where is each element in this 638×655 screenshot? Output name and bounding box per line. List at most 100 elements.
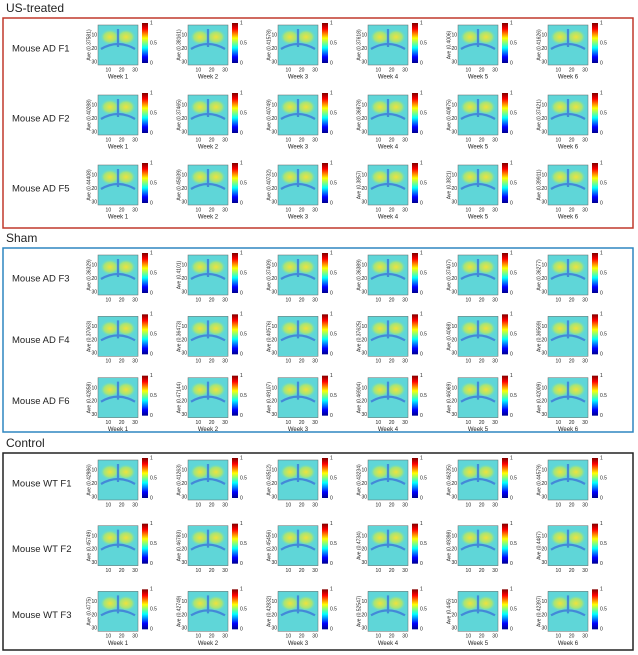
heatmap-region: [280, 381, 300, 398]
x-tick-label: 10: [556, 568, 562, 574]
colorbar-tick-label: 0.5: [510, 40, 517, 46]
y-tick-label: 20: [91, 337, 97, 343]
colorbar: [502, 589, 508, 630]
heatmap-frame: [367, 316, 409, 357]
x-tick-label: 10: [196, 137, 202, 143]
x-tick-label: 30: [222, 207, 228, 213]
ave-label: Ave (0.39911): [536, 169, 542, 200]
heatmap-region: [550, 99, 570, 115]
y-tick-label: 10: [361, 599, 367, 605]
heatmap-frame: [367, 591, 409, 632]
week-label: Week 6: [558, 641, 579, 647]
colorbar: [502, 458, 508, 498]
y-tick-label: 20: [451, 46, 457, 52]
x-tick-label: 10: [376, 207, 382, 213]
week-label: Week 6: [558, 215, 579, 221]
heatmap-panel: [547, 316, 589, 357]
heatmap-region: [460, 464, 480, 480]
colorbar-tick-label: 1: [240, 455, 243, 461]
colorbar: [232, 375, 238, 416]
x-tick-label: 30: [582, 568, 588, 574]
x-tick-label: 20: [569, 420, 575, 426]
week-label: Week 1: [108, 215, 129, 221]
colorbar-tick-label: 1: [240, 160, 243, 166]
colorbar-tick-label: 1: [510, 312, 513, 318]
colorbar-tick-label: 1: [240, 20, 243, 26]
colorbar-tick-label: 0: [240, 352, 243, 358]
heatmap-panel: [187, 316, 229, 357]
x-tick-label: 10: [106, 359, 112, 365]
x-tick-label: 30: [312, 502, 318, 508]
colorbar-tick-label: 0.5: [240, 332, 247, 338]
y-tick-label: 30: [91, 289, 97, 295]
heatmap-panel: [277, 525, 319, 566]
ave-label: Ave (0.42832): [266, 595, 272, 627]
heatmap-panel: [367, 164, 409, 206]
y-tick-label: 10: [271, 533, 277, 539]
y-tick-label: 30: [451, 59, 457, 65]
x-tick-label: 10: [556, 207, 562, 213]
week-label: Week 6: [558, 145, 579, 151]
heatmap-region: [566, 99, 586, 115]
y-tick-label: 10: [541, 324, 547, 330]
x-tick-label: 20: [389, 297, 395, 303]
y-tick-label: 30: [91, 351, 97, 357]
x-tick-label: 30: [132, 420, 138, 426]
heatmap-frame: [457, 94, 499, 136]
heatmap-region: [550, 29, 570, 45]
y-tick-label: 20: [271, 116, 277, 122]
colorbar-tick-label: 1: [420, 373, 423, 379]
colorbar-tick-label: 0: [150, 130, 153, 136]
x-tick-label: 10: [376, 67, 382, 73]
x-tick-label: 20: [299, 634, 305, 640]
heatmap-panel: [97, 459, 139, 501]
heatmap-region: [280, 29, 316, 50]
heatmap-panel: [187, 459, 229, 501]
heatmap-region: [386, 529, 406, 546]
heatmap-region: [550, 169, 570, 185]
x-tick-label: 20: [119, 207, 125, 213]
heatmap-region: [280, 99, 316, 120]
heatmap-frame: [367, 254, 409, 296]
ave-label: Ave (0.4734): [356, 531, 362, 560]
y-tick-label: 10: [91, 263, 97, 269]
x-tick-label: 20: [299, 568, 305, 574]
week-label: Week 5: [468, 75, 489, 81]
heatmap-region: [296, 169, 316, 185]
heatmap-frame: [547, 591, 589, 632]
heatmap-panel: [367, 459, 409, 501]
row-label: Mouse WT F3: [12, 610, 71, 621]
heatmap-region: [280, 595, 316, 617]
x-tick-label: 20: [479, 67, 485, 73]
colorbar-tick-label: 0: [510, 561, 513, 567]
colorbar: [142, 523, 148, 564]
colorbar-tick-label: 0.5: [330, 270, 337, 276]
week-label: Week 2: [198, 215, 219, 221]
heatmap-frame: [97, 316, 139, 357]
x-tick-label: 20: [569, 568, 575, 574]
heatmap-region: [370, 259, 390, 275]
colorbar-tick-label: 1: [510, 90, 513, 96]
y-tick-label: 20: [451, 399, 457, 405]
colorbar-tick-label: 0: [150, 352, 153, 358]
ave-label: Ave (0.46069): [446, 382, 452, 414]
y-tick-label: 10: [181, 324, 187, 330]
y-tick-label: 10: [271, 33, 277, 39]
heatmap-region: [566, 381, 586, 398]
y-tick-label: 30: [181, 412, 187, 418]
y-tick-label: 30: [271, 560, 277, 566]
colorbar-tick-label: 0.5: [330, 607, 337, 613]
y-tick-label: 10: [271, 173, 277, 179]
heatmap-region: [190, 169, 210, 185]
heatmap-frame: [277, 377, 319, 418]
heatmap-region: [476, 169, 496, 185]
colorbar: [502, 253, 508, 293]
ave-label: Ave (0.36389): [356, 259, 362, 291]
colorbar-tick-label: 0: [240, 290, 243, 296]
heatmap-region: [566, 529, 586, 546]
y-tick-label: 20: [271, 399, 277, 405]
colorbar-tick-label: 0.5: [330, 180, 337, 186]
x-tick-label: 20: [119, 297, 125, 303]
heatmap-frame: [547, 525, 589, 566]
y-tick-label: 10: [271, 385, 277, 391]
